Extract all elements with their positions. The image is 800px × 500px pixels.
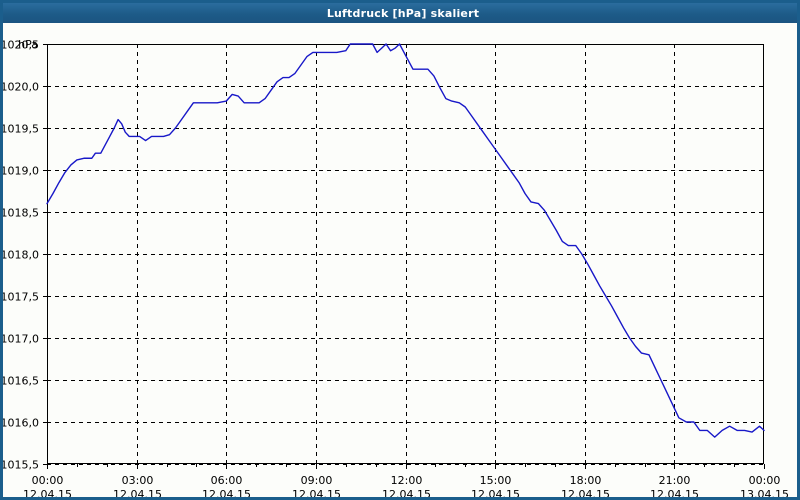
x-tick-date-label: 12.04.15 [113, 488, 162, 500]
pressure-series-line [46, 43, 765, 438]
y-tick-label: 1019,0 [1, 165, 40, 178]
x-tick-time-label: 21:00 [659, 474, 691, 487]
plot-axes [47, 44, 764, 464]
x-tick-time-label: 00:00 [749, 474, 781, 487]
y-tick-label: 1017,0 [1, 333, 40, 346]
y-tick-label: 1020,0 [1, 81, 40, 94]
y-tick-label: 1018,5 [1, 207, 40, 220]
chart-canvas-container: 1020,5 1020,0 1019,5 1019,0 1018,5 1018,0 1017… [1, 23, 797, 500]
series-group [46, 43, 765, 438]
x-tick-date-label: 12.04.15 [650, 488, 699, 500]
y-tick-label: 1016,0 [1, 417, 40, 430]
x-axis-labels: 00:0012.04.1503:0012.04.1506:0012.04.150… [23, 474, 789, 500]
y-tick-label: 1018,0 [1, 249, 40, 262]
x-tick-time-label: 06:00 [211, 474, 243, 487]
x-tick-date-label: 12.04.15 [23, 488, 72, 500]
y-tick-label: 1017,5 [1, 291, 40, 304]
y-tick-label: 1015,5 [1, 459, 40, 472]
pressure-line-chart: 1020,5 1020,0 1019,5 1019,0 1018,5 1018,0 1017… [1, 23, 797, 500]
x-tick-time-label: 00:00 [32, 474, 64, 487]
x-tick-date-label: 12.04.15 [471, 488, 520, 500]
y-tick-label: 1016,5 [1, 375, 40, 388]
y-tick-label: 1019,5 [1, 123, 40, 136]
x-tick-time-label: 12:00 [391, 474, 423, 487]
x-tick-time-label: 03:00 [122, 474, 154, 487]
window-title: Luftdruck [hPa] skaliert [326, 6, 480, 20]
x-tick-date-label: 12.04.15 [202, 488, 251, 500]
x-tick-time-label: 09:00 [301, 474, 333, 487]
y-axis-unit-label: hPa [18, 38, 38, 51]
plot-frame [47, 44, 764, 464]
window-titlebar: Luftdruck [hPa] skaliert [3, 3, 797, 23]
x-tick-date-label: 12.04.15 [382, 488, 431, 500]
x-tick-date-label: 12.04.15 [561, 488, 610, 500]
y-axis-labels: 1020,5 1020,0 1019,5 1019,0 1018,5 1018,0 1017… [1, 39, 40, 472]
gridlines [47, 44, 764, 465]
x-tick-time-label: 15:00 [480, 474, 512, 487]
x-tick-date-label: 13.04.15 [740, 488, 789, 500]
axis-ticks [43, 44, 765, 469]
x-tick-time-label: 18:00 [570, 474, 602, 487]
x-tick-date-label: 12.04.15 [292, 488, 341, 500]
chart-background [3, 23, 797, 497]
y-tick-label: 1020,5 [1, 39, 40, 52]
